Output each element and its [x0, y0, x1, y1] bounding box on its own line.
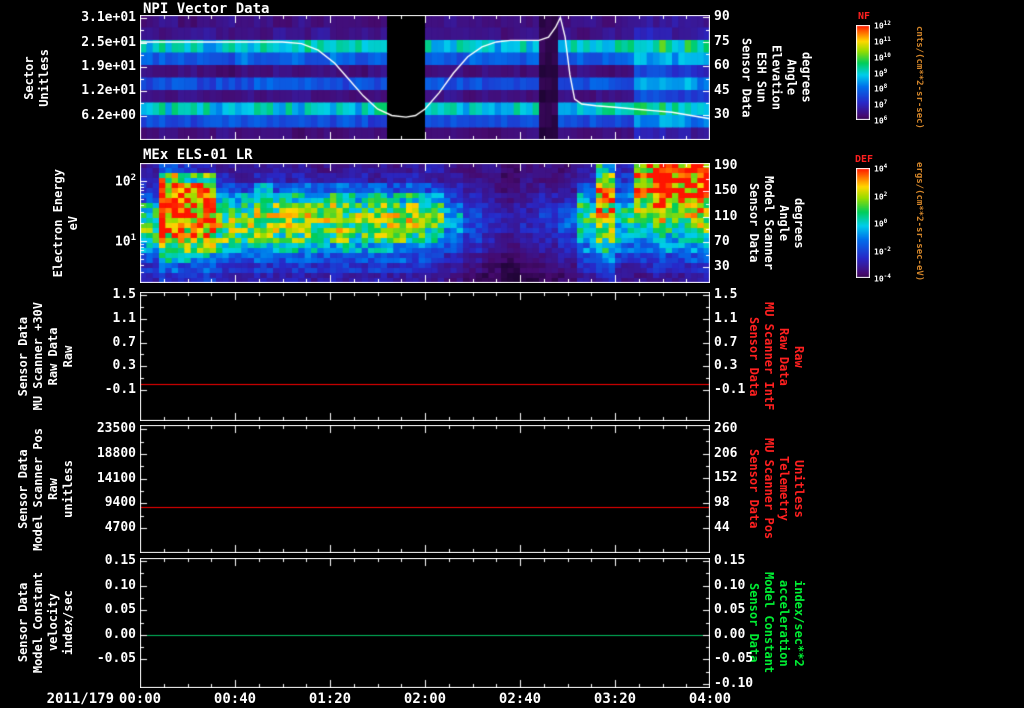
panel4-right-axis-text: Sensor Data MU Scanner Pos Telemetry Uni… — [747, 438, 806, 540]
panel4-left-tick-label: 9400 — [104, 495, 136, 511]
x-axis-tick-label: 00:00 — [118, 691, 162, 707]
panel5-right-tick-label: 0.15 — [714, 553, 746, 569]
def-colorbar-units: ergs/(cm**2-sr-sec-eV) — [914, 161, 924, 282]
npi-spectrogram — [140, 15, 710, 140]
colorbar-tick-label: 102 — [874, 190, 888, 202]
panel1-right-tick-label: 45 — [714, 82, 730, 98]
colorbar-tick-label: 10-4 — [874, 273, 891, 284]
panel3-left-tick-label: 0.3 — [112, 358, 136, 374]
panel1-right-axis-text: Sensor Data ESH Sun Elevation Angle degr… — [739, 37, 814, 118]
panel1-right-tick-label: 60 — [714, 58, 730, 74]
panel4-left-tick-label: 4700 — [104, 520, 136, 536]
panel3-right-tick-label: 1.1 — [714, 310, 738, 326]
x-axis-date-label: 2011/179 — [46, 691, 114, 707]
panel3-left-tick-label: 0.7 — [112, 334, 136, 350]
panel4-left-tick-label: 14100 — [96, 470, 136, 486]
colorbar-tick-label: 108 — [874, 83, 888, 94]
nf-colorbar — [856, 25, 870, 120]
panel5-left-tick-label: 0.15 — [104, 553, 136, 569]
nf-colorbar-units-wrap: cnts/(cm**2-sr-sec) — [912, 15, 926, 140]
panel3-right-tick-label: 0.7 — [714, 334, 738, 350]
colorbar-tick-label: 104 — [874, 163, 888, 174]
nf-colorbar-units: cnts/(cm**2-sr-sec) — [914, 26, 924, 129]
panel5-right-tick-label: -0.10 — [714, 675, 754, 691]
scanner-pos-line-plot — [140, 425, 710, 553]
colorbar-tick-label: 109 — [874, 67, 888, 79]
panel4-right-tick-label: 206 — [714, 445, 738, 461]
panel5-right-axis-label: Sensor Data Model Constant acceleration … — [734, 558, 818, 688]
panel1-left-tick-label: 1.9e+01 — [81, 58, 136, 74]
panel2-left-tick-label: 101 — [114, 233, 136, 250]
colorbar-tick-label: 100 — [874, 218, 888, 229]
panel2-right-tick-label: 70 — [714, 233, 730, 249]
panel5-left-tick-label: 0.00 — [104, 626, 136, 642]
panel3-right-tick-label: -0.1 — [714, 382, 746, 398]
els-spectrogram — [140, 163, 710, 283]
x-axis-tick-label: 02:00 — [403, 691, 447, 707]
panel4-right-tick-label: 98 — [714, 495, 730, 511]
panel2-right-axis-text: Sensor Data Model Scanner Angle degrees — [747, 176, 806, 270]
panel3-left-tick-label: 1.5 — [112, 286, 136, 302]
colorbar-tick-label: 106 — [874, 115, 888, 126]
panel5-left-tick-label: -0.05 — [96, 651, 136, 667]
panel4-left-tick-label: 18800 — [96, 445, 136, 461]
panel2-right-axis-label: Sensor Data Model Scanner Angle degrees — [734, 163, 818, 283]
def-colorbar-units-wrap: ergs/(cm**2-sr-sec-eV) — [912, 160, 926, 283]
mu-scanner-line-plot — [140, 292, 710, 421]
panel4-right-tick-label: 260 — [714, 420, 738, 436]
x-axis-tick-label: 02:40 — [498, 691, 542, 707]
panel1-left-tick-label: 6.2e+00 — [81, 107, 136, 123]
panel1-left-tick-label: 3.1e+01 — [81, 10, 136, 26]
panel5-right-tick-label: 0.05 — [714, 602, 746, 618]
def-colorbar-title: DEF — [854, 154, 874, 165]
colorbar-tick-label: 107 — [874, 99, 888, 110]
x-axis-tick-label: 01:20 — [308, 691, 352, 707]
panel3-right-tick-label: 1.5 — [714, 286, 738, 302]
panel1-right-tick-label: 90 — [714, 9, 730, 25]
panel4-left-tick-label: 23500 — [96, 421, 136, 437]
panel4-right-tick-label: 44 — [714, 520, 730, 535]
def-colorbar — [856, 168, 870, 278]
panel2-right-tick-label: 30 — [714, 259, 730, 275]
panel5-right-axis-text: Sensor Data Model Constant acceleration … — [747, 572, 806, 674]
panel1-title: NPI Vector Data — [143, 1, 270, 17]
panel5-right-tick-label: 0.00 — [714, 626, 746, 642]
panel3-left-tick-label: -0.1 — [104, 382, 136, 398]
panel2-right-tick-label: 110 — [714, 208, 738, 224]
colorbar-tick-label: 1011 — [874, 35, 891, 47]
panel5-left-tick-label: 0.05 — [104, 602, 136, 618]
panel1-right-tick-label: 30 — [714, 107, 730, 123]
panel3-right-tick-label: 0.3 — [714, 358, 738, 374]
panel1-left-axis-text: Sector Unitless — [22, 48, 51, 107]
x-axis-tick-label: 04:00 — [688, 691, 732, 707]
panel1-right-tick-label: 75 — [714, 33, 730, 49]
panel3-right-axis-label: Sensor Data MU Scanner IntF Raw Data Raw — [734, 292, 818, 421]
panel3-right-axis-text: Sensor Data MU Scanner IntF Raw Data Raw — [747, 302, 806, 411]
model-constant-line-plot — [140, 558, 710, 688]
panel5-right-tick-label: -0.05 — [714, 651, 754, 667]
panel4-right-axis-label: Sensor Data MU Scanner Pos Telemetry Uni… — [734, 425, 818, 553]
panel2-title: MEx ELS-01 LR — [143, 147, 253, 163]
panel5-right-tick-label: 0.10 — [714, 577, 746, 593]
nf-colorbar-title: NF — [857, 11, 871, 22]
panel2-left-tick-label: 102 — [114, 173, 136, 190]
colorbar-tick-label: 10-2 — [874, 245, 891, 257]
panel3-left-tick-label: 1.1 — [112, 310, 136, 326]
panel1-right-axis-label: Sensor Data ESH Sun Elevation Angle degr… — [734, 15, 818, 140]
panel1-left-tick-label: 2.5e+01 — [81, 34, 136, 50]
panel2-right-tick-label: 190 — [714, 158, 738, 174]
colorbar-tick-label: 1010 — [874, 51, 891, 63]
panel1-left-tick-label: 1.2e+01 — [81, 83, 136, 99]
colorbar-tick-label: 1012 — [874, 20, 891, 31]
panel4-right-tick-label: 152 — [714, 470, 738, 486]
panel2-right-tick-label: 150 — [714, 183, 738, 199]
x-axis-tick-label: 03:20 — [593, 691, 637, 707]
panel1-left-axis-label: Sector Unitless — [14, 15, 60, 140]
panel5-left-tick-label: 0.10 — [104, 577, 136, 593]
x-axis-tick-label: 00:40 — [213, 691, 257, 707]
